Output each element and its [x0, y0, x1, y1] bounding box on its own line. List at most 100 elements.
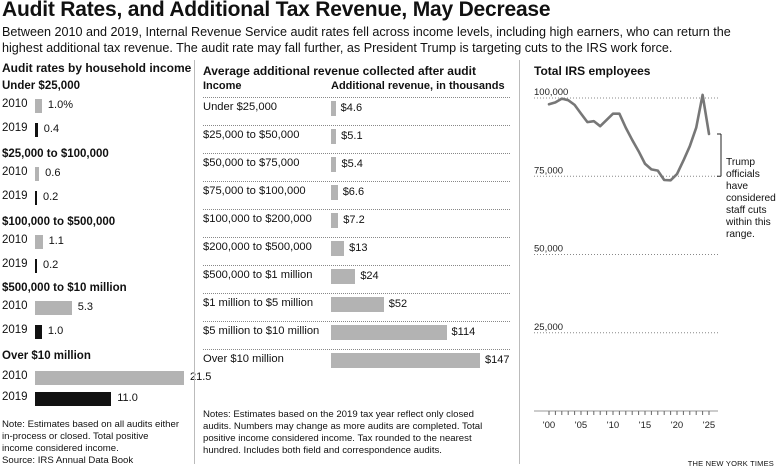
audit-group-label: $100,000 to $500,000	[2, 216, 116, 228]
employees-line-chart: 25,000 50,000 75,000 100,000 '00 '05 '10 '15 '20…	[534, 87, 722, 431]
audit-rate-value: 1.0%	[47, 99, 73, 111]
row-divider	[203, 265, 510, 266]
staff-cut-annotation: Trump officials have considered staff cu…	[726, 157, 776, 240]
audit-group-label: Over $10 million	[2, 350, 91, 362]
revenue-bar	[331, 269, 356, 284]
audit-rate-bar	[35, 235, 43, 249]
revenue-bar	[331, 241, 345, 256]
audit-rate-value: 0.4	[43, 123, 60, 135]
row-divider	[203, 321, 510, 322]
income-bracket-label: Over $10 million	[203, 353, 284, 365]
panel-divider	[194, 60, 195, 464]
audit-year-label: 2010	[2, 370, 28, 382]
audit-rate-value: 0.2	[43, 259, 59, 271]
revenue-bar	[331, 353, 480, 368]
revenue-title: Average additional revenue collected aft…	[203, 64, 476, 78]
audit-year-label: 2019	[2, 258, 28, 270]
audit-rates-title: Audit rates by household income	[2, 61, 192, 75]
audit-rate-value: 1.0	[47, 325, 64, 337]
audit-year-label: 2010	[2, 234, 28, 246]
revenue-value: $52	[388, 298, 408, 310]
page-subtitle: Between 2010 and 2019, Internal Revenue …	[2, 25, 731, 55]
revenue-value: $5.1	[341, 130, 363, 142]
audit-rates-note: Note: Estimates based on all audits eith…	[2, 419, 180, 454]
income-bracket-label: $200,000 to $500,000	[203, 241, 312, 253]
x-tick-label: '20	[671, 420, 683, 431]
revenue-value: $5.4	[341, 158, 363, 170]
income-bracket-label: $5 million to $10 million	[203, 325, 320, 337]
row-divider	[203, 209, 510, 210]
employees-series-line	[547, 93, 711, 182]
revenue-value: $114	[451, 326, 476, 338]
audit-year-label: 2010	[2, 300, 28, 312]
revenue-value: $6.6	[342, 186, 365, 198]
y-tick-label: 50,000	[534, 244, 563, 255]
income-bracket-label: Under $25,000	[203, 101, 278, 113]
audit-rate-value: 0.2	[43, 191, 59, 203]
revenue-value: $24	[360, 270, 379, 282]
revenue-bar	[331, 157, 337, 172]
income-bracket-label: $50,000 to $75,000	[203, 157, 300, 169]
employees-title: Total IRS employees	[534, 64, 651, 78]
audit-group-label: Under $25,000	[2, 80, 80, 92]
x-tick-label: '25	[703, 420, 715, 431]
revenue-note: Notes: Estimates based on the 2019 tax y…	[203, 409, 483, 456]
audit-rate-bar	[35, 99, 42, 113]
audit-rate-bar	[35, 191, 37, 205]
row-divider	[203, 97, 510, 98]
y-tick-label: 25,000	[534, 322, 563, 333]
revenue-bar	[331, 325, 447, 340]
audit-rate-value: 1.1	[48, 235, 64, 247]
row-divider	[203, 237, 510, 238]
x-tick-label: '15	[639, 420, 651, 431]
income-bracket-label: $1 million to $5 million	[203, 297, 314, 309]
audit-group-label: $25,000 to $100,000	[2, 148, 109, 160]
income-bracket-label: $75,000 to $100,000	[203, 185, 306, 197]
audit-rate-bar	[35, 371, 184, 385]
page-title: Audit Rates, and Additional Tax Revenue,…	[2, 0, 551, 21]
revenue-bar	[331, 185, 338, 200]
audit-year-label: 2010	[2, 98, 28, 110]
row-divider	[203, 349, 510, 350]
revenue-bar	[331, 297, 384, 312]
revenue-bar	[331, 101, 336, 116]
revenue-value: $4.6	[340, 102, 363, 114]
audit-rate-bar	[35, 167, 40, 181]
audit-year-label: 2019	[2, 391, 28, 403]
y-tick-label: 75,000	[534, 165, 563, 176]
x-tick-label: '00	[543, 420, 555, 431]
audit-rate-value: 21.5	[190, 371, 212, 383]
audit-rate-bar	[35, 392, 112, 406]
income-bracket-label: $100,000 to $200,000	[203, 213, 312, 225]
revenue-bar	[331, 129, 337, 144]
row-divider	[203, 125, 510, 126]
audit-year-label: 2010	[2, 166, 28, 178]
x-tick-label: '10	[607, 420, 619, 431]
source-note: Source: IRS Annual Data Book	[2, 455, 134, 466]
income-bracket-label: $25,000 to $50,000	[203, 129, 300, 141]
credit: THE NEW YORK TIMES	[687, 459, 774, 468]
audit-rate-bar	[35, 301, 72, 315]
audit-group-label: $500,000 to $10 million	[2, 282, 127, 294]
x-tick-label: '05	[575, 420, 587, 431]
audit-year-label: 2019	[2, 324, 28, 336]
audit-rate-value: 5.3	[77, 301, 94, 313]
y-tick-label: 100,000	[534, 87, 568, 98]
audit-rate-value: 11.0	[117, 392, 138, 404]
revenue-value: $147	[485, 354, 510, 366]
audit-year-label: 2019	[2, 190, 28, 202]
row-divider	[203, 293, 510, 294]
revenue-value: $13	[349, 242, 368, 254]
audit-rate-bar	[35, 123, 38, 137]
panel-divider	[519, 60, 520, 464]
row-divider	[203, 153, 510, 154]
audit-year-label: 2019	[2, 122, 28, 134]
row-divider	[203, 181, 510, 182]
revenue-bar	[331, 213, 339, 228]
audit-rate-bar	[35, 259, 37, 273]
income-bracket-label: $500,000 to $1 million	[203, 269, 313, 281]
audit-rate-bar	[35, 325, 42, 339]
audit-rate-value: 0.6	[45, 167, 61, 179]
income-column-header: Income	[203, 80, 242, 92]
revenue-column-header: Additional revenue, in thousands	[331, 80, 505, 92]
